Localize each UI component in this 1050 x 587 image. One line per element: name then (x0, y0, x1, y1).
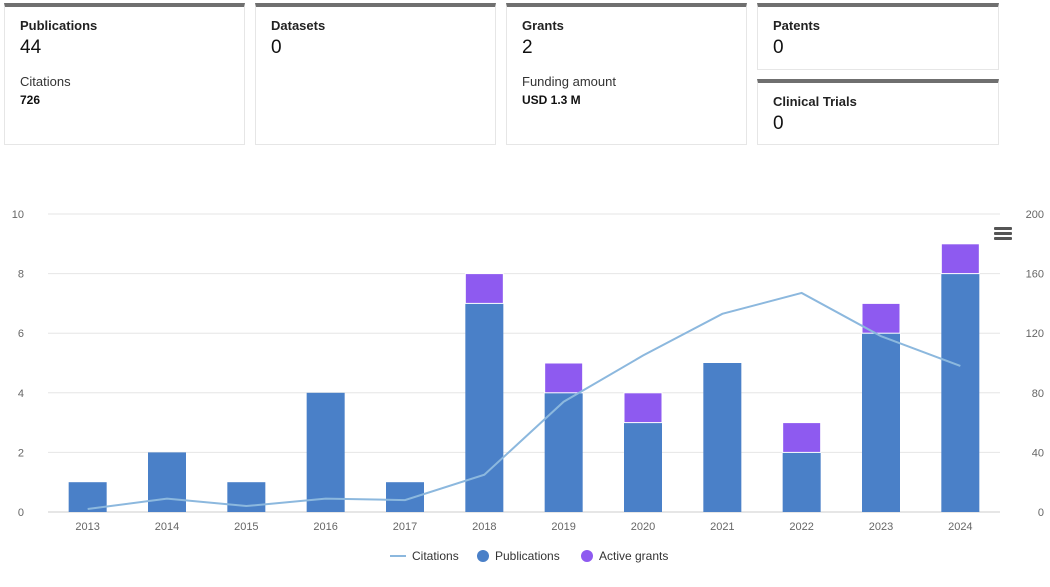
x-tick-label: 2018 (472, 521, 496, 533)
y-tick-label-right: 200 (1026, 209, 1044, 221)
datasets-card[interactable]: Datasets 0 (255, 3, 496, 145)
publications-bar (782, 452, 821, 512)
patents-card[interactable]: Patents 0 (757, 3, 999, 70)
legend-item-active-grants[interactable]: Active grants (581, 549, 668, 563)
publications-bar (544, 392, 583, 512)
publications-bar (941, 273, 980, 512)
active-grants-bar (623, 392, 663, 424)
citations-value: 726 (20, 93, 41, 107)
publications-chart: 0 2 4 6 8 10 0 40 80 120 160 200 2013 2014 2015 2016 201… (12, 209, 1044, 533)
grants-label: Grants (522, 18, 564, 33)
chart-menu-icon[interactable] (994, 227, 1012, 241)
legend-dot-icon (581, 550, 593, 562)
x-tick-label: 2014 (155, 521, 179, 533)
active-grants-bar (940, 243, 980, 275)
active-grants-bar (782, 422, 822, 453)
datasets-label: Datasets (271, 18, 326, 33)
clinical-trials-card[interactable]: Clinical Trials 0 (757, 79, 999, 145)
x-tick-label: 2013 (75, 521, 99, 533)
funding-amount-label: Funding amount (522, 74, 616, 89)
publications-value: 44 (20, 37, 42, 58)
publications-card[interactable]: Publications 44 Citations 726 (4, 3, 245, 145)
clinical-trials-value: 0 (773, 113, 784, 134)
grants-card[interactable]: Grants 2 Funding amount USD 1.3 M (506, 3, 747, 145)
citations-label: Citations (20, 74, 71, 89)
x-tick-label: 2016 (313, 521, 337, 533)
citations-line (87, 291, 961, 511)
publications-bar (386, 482, 424, 512)
patents-label: Patents (773, 18, 820, 33)
y-tick-label-right: 0 (1038, 507, 1044, 519)
x-tick-label: 2020 (631, 521, 655, 533)
clinical-trials-label: Clinical Trials (773, 94, 857, 109)
publications-bar (624, 422, 662, 512)
publications-bar (465, 303, 504, 512)
publications-bar (148, 452, 186, 512)
legend-item-citations[interactable]: Citations (390, 549, 459, 563)
x-tick-label: 2017 (393, 521, 417, 533)
y-tick-label-left: 8 (18, 269, 24, 281)
y-tick-label-left: 10 (12, 209, 24, 221)
legend-label-citations: Citations (412, 549, 459, 563)
y-tick-label-right: 160 (1026, 269, 1044, 281)
patents-value: 0 (773, 37, 784, 58)
grants-value: 2 (522, 37, 533, 58)
legend-dot-icon (477, 550, 489, 562)
y-tick-label-right: 40 (1032, 447, 1044, 459)
publications-bar (862, 333, 900, 512)
x-tick-label: 2023 (869, 521, 893, 533)
legend-label-active-grants: Active grants (599, 549, 669, 563)
x-tick-label: 2024 (948, 521, 972, 533)
active-grants-bar (464, 273, 504, 304)
publications-bar (703, 363, 742, 512)
publications-label: Publications (20, 18, 98, 33)
legend-label-publications: Publications (495, 549, 560, 563)
y-tick-label-right: 120 (1026, 328, 1044, 340)
y-tick-label-left: 0 (18, 507, 24, 519)
legend-item-publications[interactable]: Publications (477, 549, 560, 563)
x-tick-label: 2022 (789, 521, 813, 533)
y-tick-label-right: 80 (1032, 388, 1044, 400)
y-tick-label-left: 2 (18, 447, 24, 459)
y-tick-label-left: 4 (18, 388, 24, 400)
publications-bar (306, 392, 345, 512)
x-tick-label: 2019 (551, 521, 575, 533)
y-tick-label-left: 6 (18, 328, 24, 340)
active-grants-bar (544, 362, 584, 394)
chart-legend: Citations Publications Active grants (0, 549, 1050, 567)
datasets-value: 0 (271, 37, 282, 58)
x-tick-label: 2021 (710, 521, 734, 533)
publications-bar (227, 482, 266, 512)
funding-amount-value: USD 1.3 M (522, 93, 581, 107)
legend-line-icon (390, 555, 406, 557)
x-tick-label: 2015 (234, 521, 258, 533)
